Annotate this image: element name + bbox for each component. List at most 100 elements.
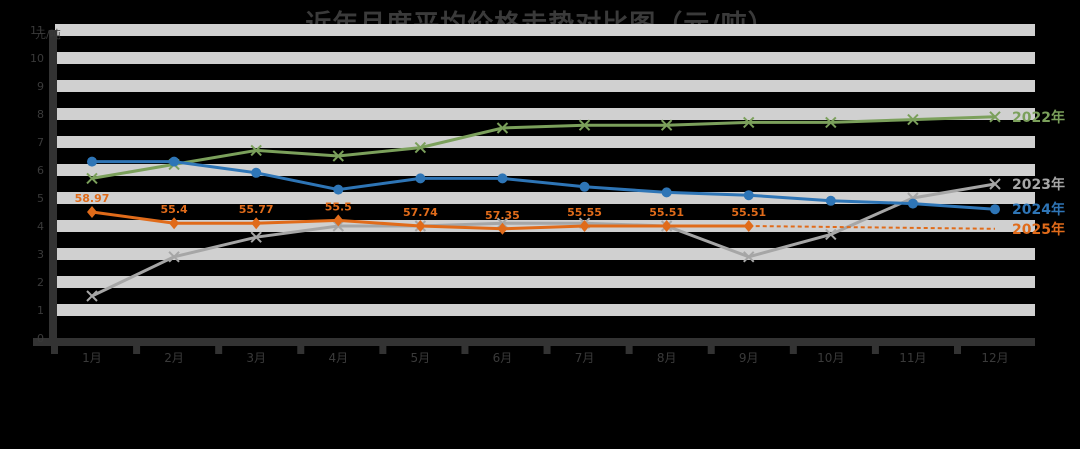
data-point-x: [86, 172, 98, 185]
y-tick-label: 9: [37, 80, 44, 93]
data-point-circle: [825, 195, 836, 206]
x-tick-label: 3月: [246, 351, 266, 365]
data-point-circle: [661, 187, 672, 198]
data-label: 57.74: [403, 206, 438, 219]
data-point-diamond: [333, 214, 344, 227]
data-point-x: [332, 150, 344, 162]
data-point-x: [250, 144, 262, 157]
data-point-x: [989, 178, 1001, 190]
series-dashed-2025年: [748, 225, 996, 230]
x-tick: [215, 346, 223, 354]
data-point-circle: [251, 167, 262, 178]
x-tick: [51, 346, 58, 354]
data-point-x: [168, 251, 180, 263]
x-tick-label: 4月: [328, 351, 348, 365]
y-tick-label: 1: [37, 304, 44, 317]
gridline: [55, 52, 1035, 64]
data-point-x: [660, 119, 673, 131]
data-label: 57.35: [485, 209, 520, 222]
data-point-diamond: [743, 220, 754, 232]
data-point-x: [825, 228, 837, 241]
x-tick-label: 2月: [164, 351, 184, 365]
data-label: 58.97: [75, 192, 110, 205]
data-point-circle: [907, 198, 918, 209]
gridline: [55, 108, 1035, 120]
data-point-circle: [990, 204, 1000, 215]
data-point-circle: [743, 190, 754, 201]
y-tick-label: 0: [37, 332, 44, 345]
y-tick-label: 10: [30, 52, 44, 65]
series-line-2024年: [92, 160, 996, 211]
x-tick-label: 9月: [739, 351, 759, 365]
x-axis: [33, 338, 1035, 346]
data-label: 55.55: [567, 206, 602, 219]
gridline: [55, 164, 1035, 176]
y-axis: [49, 30, 57, 346]
y-unit-label: 元/吨: [35, 28, 61, 41]
data-point-x: [250, 231, 262, 243]
x-tick-label: 6月: [493, 351, 513, 365]
data-point-diamond: [87, 206, 97, 218]
y-tick-label: 3: [37, 248, 44, 261]
series-line-2022年: [91, 115, 996, 180]
x-tick: [543, 346, 551, 354]
data-label: 55.4: [161, 203, 188, 216]
y-tick-label: 4: [37, 220, 44, 233]
gridline: [55, 276, 1035, 288]
x-tick: [707, 346, 715, 354]
gridline: [55, 24, 1035, 36]
data-point-circle: [415, 173, 426, 184]
y-tick-label: 5: [37, 192, 44, 205]
data-point-x: [743, 251, 755, 263]
x-tick-label: 12月: [981, 351, 1008, 365]
data-label: 55.5: [325, 200, 352, 213]
x-tick: [297, 346, 305, 354]
data-label: 55.77: [239, 203, 274, 216]
y-tick-label: 2: [37, 276, 44, 289]
x-tick-label: 5月: [411, 351, 431, 365]
x-tick: [871, 346, 879, 354]
x-tick: [133, 346, 141, 354]
gridline: [55, 136, 1035, 148]
data-point-diamond: [661, 220, 672, 232]
y-tick-label: 11: [30, 24, 44, 37]
legend-label-2025年: 2025年: [1012, 221, 1065, 238]
y-tick-label: 6: [37, 164, 44, 177]
data-point-diamond: [169, 217, 180, 230]
data-point-diamond: [497, 222, 508, 235]
legend-label-2024年: 2024年: [1012, 201, 1065, 218]
legend-label-2023年: 2023年: [1012, 176, 1065, 193]
x-tick-label: 8月: [657, 351, 677, 365]
x-tick: [379, 346, 387, 354]
x-tick: [954, 346, 961, 354]
y-tick-label: 7: [37, 136, 44, 149]
legend-label-2022年: 2022年: [1012, 109, 1065, 126]
data-point-x: [578, 119, 591, 131]
x-tick-label: 7月: [575, 351, 595, 365]
data-label: 55.51: [649, 206, 684, 219]
gridline: [55, 192, 1035, 204]
series-line-2023年: [91, 182, 996, 298]
x-tick: [625, 346, 633, 354]
data-point-diamond: [579, 220, 590, 232]
data-point-x: [414, 141, 427, 154]
data-point-circle: [497, 173, 508, 184]
x-tick-label: 10月: [817, 351, 844, 365]
data-point-x: [496, 122, 509, 134]
data-label: 55.51: [731, 206, 766, 219]
gridline: [55, 80, 1035, 92]
x-tick-label: 1月: [82, 351, 102, 365]
gridline: [55, 248, 1035, 260]
data-point-x: [907, 113, 919, 126]
data-point-circle: [169, 156, 180, 167]
data-point-x: [825, 116, 837, 129]
x-tick: [789, 346, 797, 354]
data-point-x: [743, 116, 755, 129]
data-point-circle: [87, 156, 97, 167]
data-point-x: [86, 290, 98, 302]
data-point-circle: [333, 184, 344, 195]
gridline: [55, 304, 1035, 316]
data-point-circle: [579, 181, 590, 192]
x-tick-label: 11月: [899, 351, 926, 365]
